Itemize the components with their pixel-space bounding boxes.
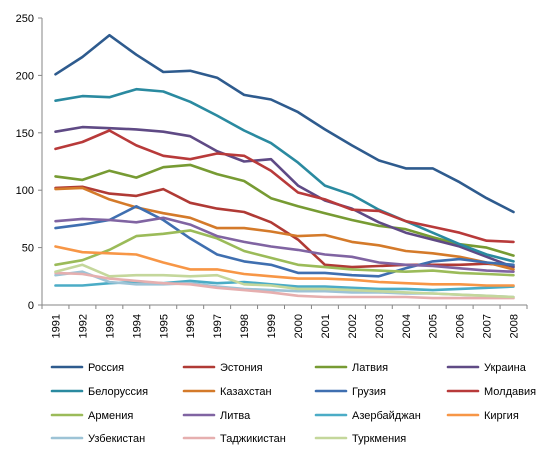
series-line-7 (54, 205, 515, 278)
x-tick-label: 1999 (266, 314, 278, 338)
legend-label: Азербайджан (352, 410, 421, 422)
x-tick-label: 1992 (77, 314, 89, 338)
legend-label: Казахстан (220, 386, 272, 398)
legend-label: Узбекистан (88, 433, 145, 445)
series-lines (54, 33, 515, 300)
y-tick-label: 250 (16, 13, 34, 25)
series-line-4 (54, 125, 515, 269)
legend-label: Киргия (484, 410, 519, 422)
x-tick-label: 2000 (293, 314, 305, 338)
series-line-2 (54, 185, 515, 269)
series-line-11 (54, 279, 515, 292)
series-line-1 (54, 33, 515, 214)
legend: Россия Эстония Латвия Украина Белоруссия Каза… (50, 362, 536, 445)
series-line-8 (54, 129, 515, 244)
series-line-14 (54, 271, 515, 300)
x-tick-label: 2003 (374, 314, 386, 338)
series-line-9 (54, 229, 515, 277)
x-tick-label: 2008 (509, 314, 521, 338)
series-line-12 (54, 245, 515, 287)
x-tick-label: 1997 (212, 314, 224, 338)
y-tick-label: 100 (16, 185, 34, 197)
legend-label: Грузия (352, 386, 386, 398)
series-line-3 (54, 163, 515, 257)
x-tick-label: 2001 (320, 314, 332, 338)
y-tick-label: 200 (16, 70, 34, 82)
x-tick-label: 1993 (104, 314, 116, 338)
x-tick-label: 1995 (158, 314, 170, 338)
x-tick-label: 2007 (482, 314, 494, 338)
x-tick-label: 2005 (428, 314, 440, 338)
legend-label: Литва (220, 410, 251, 422)
x-tick-label: 2004 (401, 314, 413, 338)
legend-label: Молдавия (484, 386, 536, 398)
series-line-10 (54, 216, 515, 274)
y-tick-label: 0 (28, 300, 34, 312)
series-line-15 (54, 263, 515, 299)
x-tick-label: 2006 (455, 314, 467, 338)
series-line-6 (54, 186, 515, 271)
legend-label: Латвия (352, 362, 388, 374)
y-tick-label: 50 (22, 243, 34, 255)
legend-label: Туркмения (352, 433, 406, 445)
x-tick-label: 1998 (239, 314, 251, 338)
x-tick-label: 1994 (131, 314, 143, 338)
legend-label: Россия (88, 362, 124, 374)
x-tick-label: 1996 (185, 314, 197, 338)
x-tick-label: 1991 (50, 314, 62, 338)
legend-label: Эстония (220, 362, 263, 374)
series-line-5 (54, 87, 515, 263)
legend-label: Белоруссия (88, 386, 148, 398)
x-tick-label: 2002 (347, 314, 359, 338)
legend-label: Армения (88, 410, 133, 422)
legend-label: Таджикистан (220, 433, 286, 445)
legend-label: Украина (484, 362, 527, 374)
y-tick-label: 150 (16, 128, 34, 140)
axes: 0 50 100 150 200 250 1991 1992 1993 1994 1995 1996 1… (16, 13, 528, 338)
